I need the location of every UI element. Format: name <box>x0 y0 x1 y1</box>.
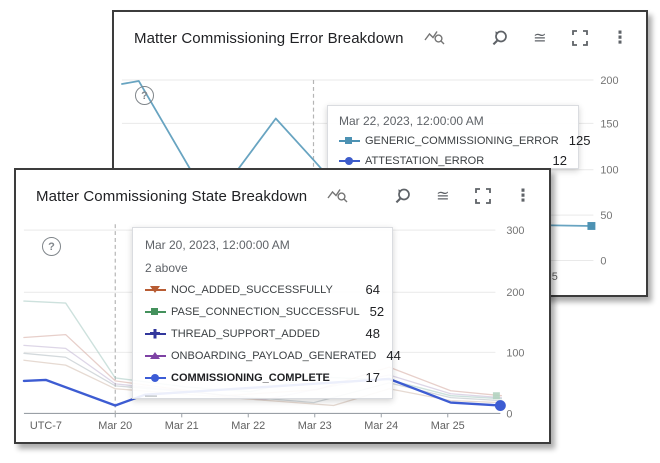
y-axis-tick-label: 50 <box>600 210 612 222</box>
compare-toggle-button[interactable]: ≅ <box>533 28 547 47</box>
triangle-up-marker-icon <box>150 351 160 359</box>
series-label: ATTESTATION_ERROR <box>365 154 485 167</box>
y-axis-tick-label: 300 <box>506 225 524 237</box>
more-options-button[interactable]: ⋮ <box>514 185 532 206</box>
series-label: THREAD_SUPPORT_ADDED <box>171 327 320 340</box>
square-point-marker[interactable] <box>587 222 596 230</box>
tooltip-row: COMMISSIONING_COMPLETE 17 <box>145 370 380 385</box>
series-legend-glyph <box>145 285 171 295</box>
y-axis-tick-label: 150 <box>600 118 618 130</box>
timezone-label: UTC-7 <box>30 420 62 432</box>
panel-title: Matter Commissioning State Breakdown <box>36 187 308 205</box>
tooltip-date: Mar 20, 2023, 12:00:00 AM <box>145 238 290 252</box>
series-legend-glyph <box>339 136 365 146</box>
y-axis-tick-label: 100 <box>600 165 618 177</box>
series-value: 125 <box>568 133 591 148</box>
x-axis-tick-label: Mar 25 <box>431 420 465 432</box>
panel-toolbar: ≅ ⋮ <box>393 186 533 206</box>
square-marker-icon <box>151 307 158 315</box>
compare-toggle-button[interactable]: ≅ <box>436 186 450 205</box>
y-axis-tick-label: 0 <box>506 408 512 420</box>
zoom-reset-button[interactable] <box>490 28 510 48</box>
help-icon[interactable]: ? <box>42 237 61 256</box>
x-axis-tick-label: Mar 24 <box>364 420 398 432</box>
help-icon[interactable]: ? <box>135 86 154 105</box>
tooltip-above-note: 2 above <box>145 261 188 275</box>
series-value: 48 <box>365 326 380 341</box>
x-axis-tick-label: Mar 22 <box>231 420 265 432</box>
circle-point-marker[interactable] <box>494 400 506 411</box>
chart-explore-icon[interactable] <box>423 28 446 45</box>
tooltip-row: ONBOARDING_PAYLOAD_GENERATED 44 <box>145 348 401 363</box>
state-breakdown-panel: 300 200 100 0 Mar 20 Mar 21 Mar 22 Mar 23 Mar 24… <box>14 168 551 444</box>
more-options-button[interactable]: ⋮ <box>611 27 629 48</box>
x-axis-partial-label: 5 <box>552 271 558 283</box>
series-value: 17 <box>365 370 380 385</box>
series-legend-glyph <box>145 351 171 361</box>
panel-toolbar: ≅ ⋮ <box>490 28 630 48</box>
series-line-state-d[interactable] <box>23 359 503 407</box>
series-legend-glyph <box>339 156 365 166</box>
panel-header: Matter Commissioning Error Breakdown <box>114 28 646 48</box>
tooltip-row: ATTESTATION_ERROR 12 <box>339 153 567 168</box>
series-label: NOC_ADDED_SUCCESSFULLY <box>171 283 333 296</box>
chart-explore-icon[interactable] <box>327 186 349 203</box>
panel-title: Matter Commissioning Error Breakdown <box>134 29 404 47</box>
square-marker-icon <box>345 136 352 144</box>
x-axis-tick-label: Mar 20 <box>98 420 132 432</box>
series-label: COMMISSIONING_COMPLETE <box>171 371 330 384</box>
series-value: 12 <box>552 153 567 168</box>
state-breakdown-chart[interactable]: 300 200 100 0 Mar 20 Mar 21 Mar 22 Mar 23 Mar 24… <box>16 170 549 442</box>
y-axis-tick-label: 100 <box>506 347 524 359</box>
y-axis-tick-label: 0 <box>600 255 606 267</box>
circle-marker-icon <box>151 373 159 382</box>
tooltip-row: GENERIC_COMMISSIONING_ERROR 125 <box>339 133 590 148</box>
series-legend-glyph <box>145 328 171 339</box>
tooltip-row: NOC_ADDED_SUCCESSFULLY 64 <box>145 282 380 297</box>
x-axis-tick-label: Mar 21 <box>165 420 199 432</box>
square-point-marker[interactable] <box>492 392 500 400</box>
tooltip-row: PASE_CONNECTION_SUCCESSFUL 52 <box>145 304 384 319</box>
tooltip-row: THREAD_SUPPORT_ADDED 48 <box>145 326 380 341</box>
series-label: GENERIC_COMMISSIONING_ERROR <box>365 134 559 147</box>
tooltip-date: Mar 22, 2023, 12:00:00 AM <box>339 114 484 128</box>
tooltip-overflow-dash: — <box>145 388 157 402</box>
hover-tooltip: Mar 22, 2023, 12:00:00 AM GENERIC_COMMIS… <box>327 105 590 169</box>
panel-header: Matter Commissioning State Breakdown <box>16 186 549 206</box>
fullscreen-button[interactable] <box>570 28 590 48</box>
series-value: 64 <box>365 282 380 297</box>
zoom-reset-button[interactable] <box>393 186 413 206</box>
series-label: PASE_CONNECTION_SUCCESSFUL <box>171 305 360 318</box>
series-legend-glyph <box>145 373 171 383</box>
y-axis-tick-label: 200 <box>600 75 618 87</box>
series-value: 44 <box>386 348 401 363</box>
series-line-state-c[interactable] <box>23 352 503 404</box>
plus-marker-icon <box>150 328 160 339</box>
x-axis-tick-label: Mar 23 <box>298 420 332 432</box>
circle-marker-icon <box>345 156 353 165</box>
y-axis-tick-label: 200 <box>506 287 524 299</box>
series-label: ONBOARDING_PAYLOAD_GENERATED <box>171 349 377 362</box>
series-legend-glyph <box>145 307 171 317</box>
triangle-down-marker-icon <box>150 285 160 293</box>
hover-tooltip: Mar 20, 2023, 12:00:00 AM 2 above NOC_AD… <box>132 227 401 402</box>
series-value: 52 <box>369 304 385 319</box>
fullscreen-button[interactable] <box>473 186 493 206</box>
